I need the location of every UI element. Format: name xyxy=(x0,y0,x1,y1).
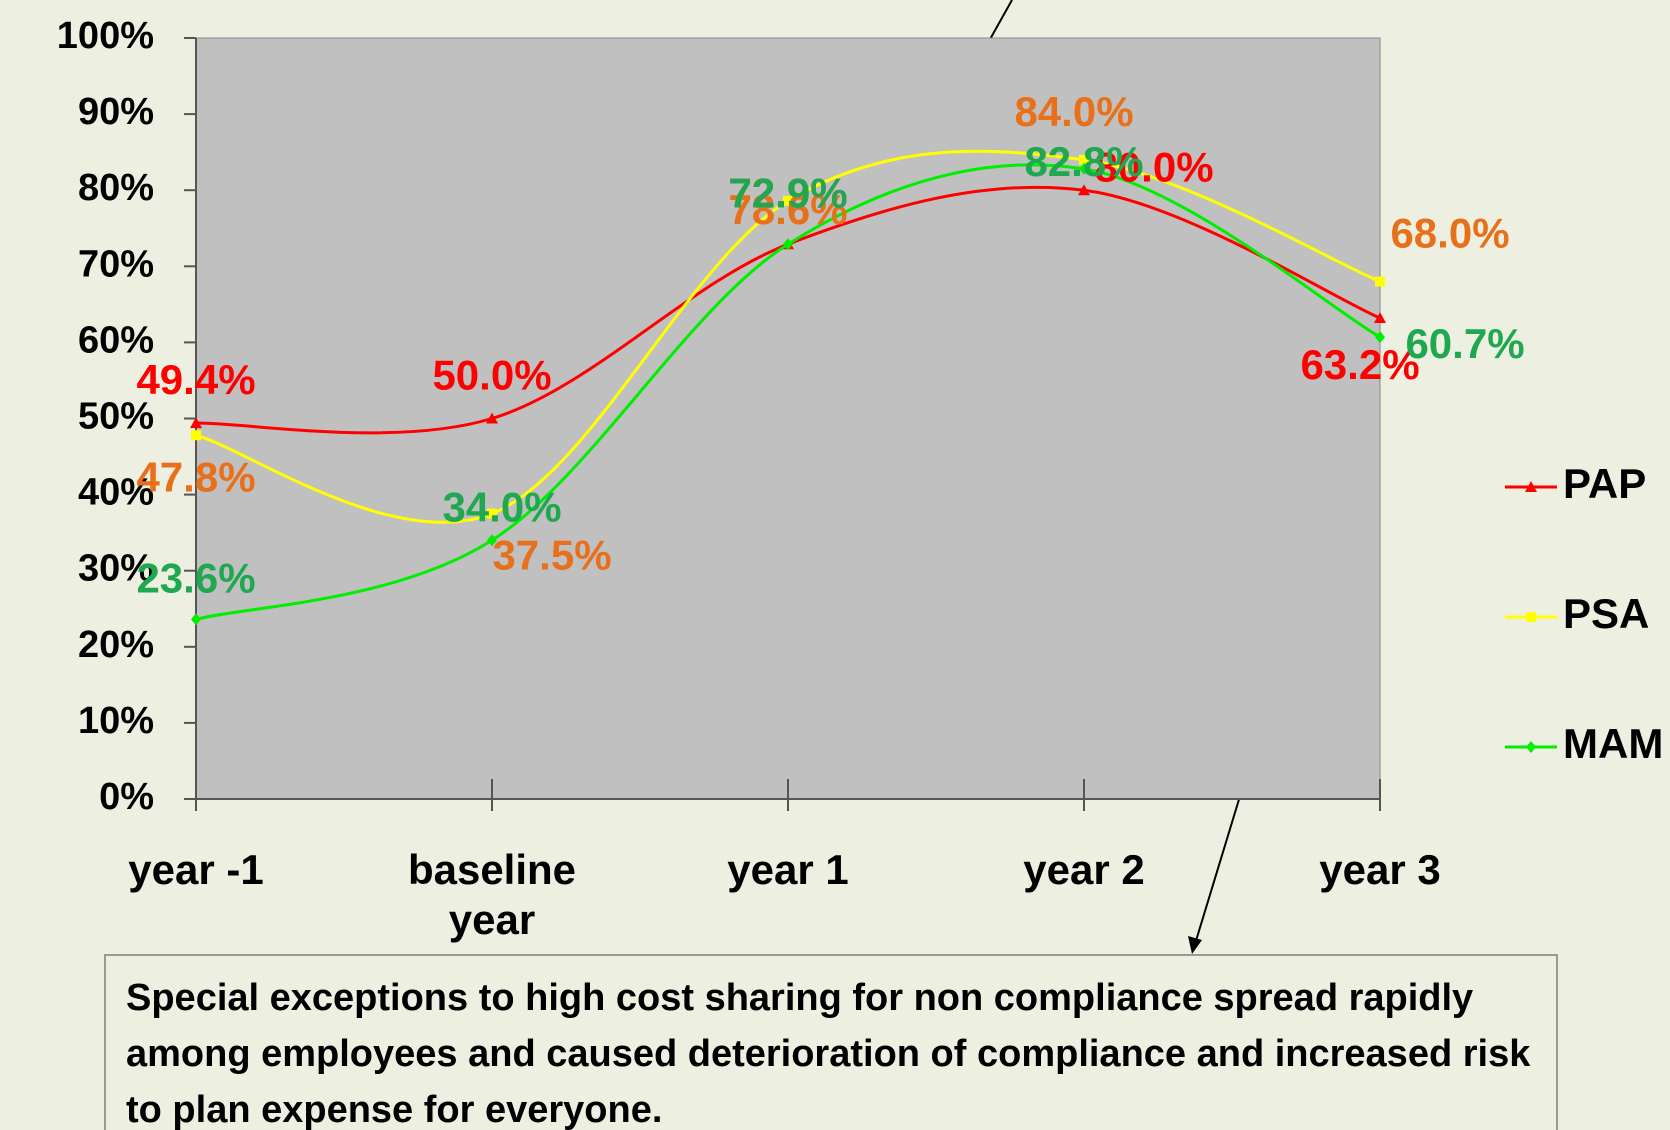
legend-label: PSA xyxy=(1563,590,1649,637)
data-label: 68.0% xyxy=(1390,210,1509,257)
data-label: 72.9% xyxy=(728,169,847,216)
y-tick-label: 20% xyxy=(78,624,154,666)
x-tick-label: baseline year xyxy=(407,846,577,943)
data-label: 60.7% xyxy=(1405,320,1524,367)
x-tick-label: year -1 xyxy=(128,846,264,893)
y-tick-label: 100% xyxy=(57,15,154,57)
x-tick-label: year 3 xyxy=(1319,846,1441,893)
y-tick-label: 50% xyxy=(78,396,154,438)
data-label: 34.0% xyxy=(442,483,561,530)
data-label: 78.6% xyxy=(728,186,847,233)
marker xyxy=(487,534,497,547)
marker xyxy=(1078,184,1090,196)
data-label: 80.0% xyxy=(1094,143,1213,190)
y-tick-label: 70% xyxy=(78,243,154,285)
y-tick-label: 40% xyxy=(78,472,154,514)
marker xyxy=(1079,154,1089,165)
marker xyxy=(1525,481,1537,492)
marker xyxy=(1526,741,1536,753)
y-tick-label: 30% xyxy=(78,548,154,590)
data-label: 23.6% xyxy=(136,554,255,601)
legend-label: PAP xyxy=(1563,460,1646,507)
x-tick-label: year 2 xyxy=(1023,846,1145,893)
data-label: 82.8% xyxy=(1024,138,1143,185)
marker xyxy=(1526,612,1536,622)
x-tick-label: year 1 xyxy=(727,846,849,893)
data-label: 47.8% xyxy=(136,453,255,500)
data-label: 84.0% xyxy=(1014,88,1133,135)
y-tick-label: 90% xyxy=(78,91,154,133)
arrow-head xyxy=(1188,936,1202,954)
y-tick-label: 0% xyxy=(99,776,154,818)
plot-area xyxy=(195,37,1381,800)
marker xyxy=(191,613,201,626)
data-label: 49.4% xyxy=(136,356,255,403)
legend-label: MAM xyxy=(1563,720,1663,767)
data-label: 50.0% xyxy=(432,352,551,399)
y-tick-label: 80% xyxy=(78,167,154,209)
marker xyxy=(191,430,201,441)
marker xyxy=(190,417,202,429)
marker xyxy=(1079,162,1089,175)
annotation: Special exceptions to high cost sharing … xyxy=(104,954,1558,1130)
marker xyxy=(1375,276,1385,287)
data-label: 72.9% xyxy=(728,169,847,216)
marker xyxy=(783,238,793,251)
data-label: 63.2% xyxy=(1300,341,1419,388)
marker xyxy=(486,412,498,424)
y-tick-label: 60% xyxy=(78,319,154,361)
marker xyxy=(1374,312,1386,324)
data-label: 37.5% xyxy=(492,532,611,579)
y-tick-label: 10% xyxy=(78,700,154,742)
marker xyxy=(783,195,793,206)
marker xyxy=(1375,331,1385,344)
line xyxy=(195,149,1381,524)
marker xyxy=(487,508,497,519)
